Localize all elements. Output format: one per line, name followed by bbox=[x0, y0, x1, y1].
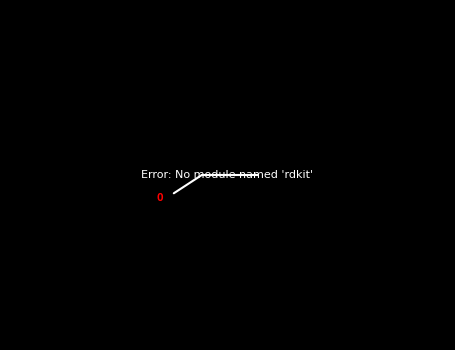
Text: Error: No module named 'rdkit': Error: No module named 'rdkit' bbox=[142, 170, 313, 180]
Text: O: O bbox=[157, 193, 163, 203]
